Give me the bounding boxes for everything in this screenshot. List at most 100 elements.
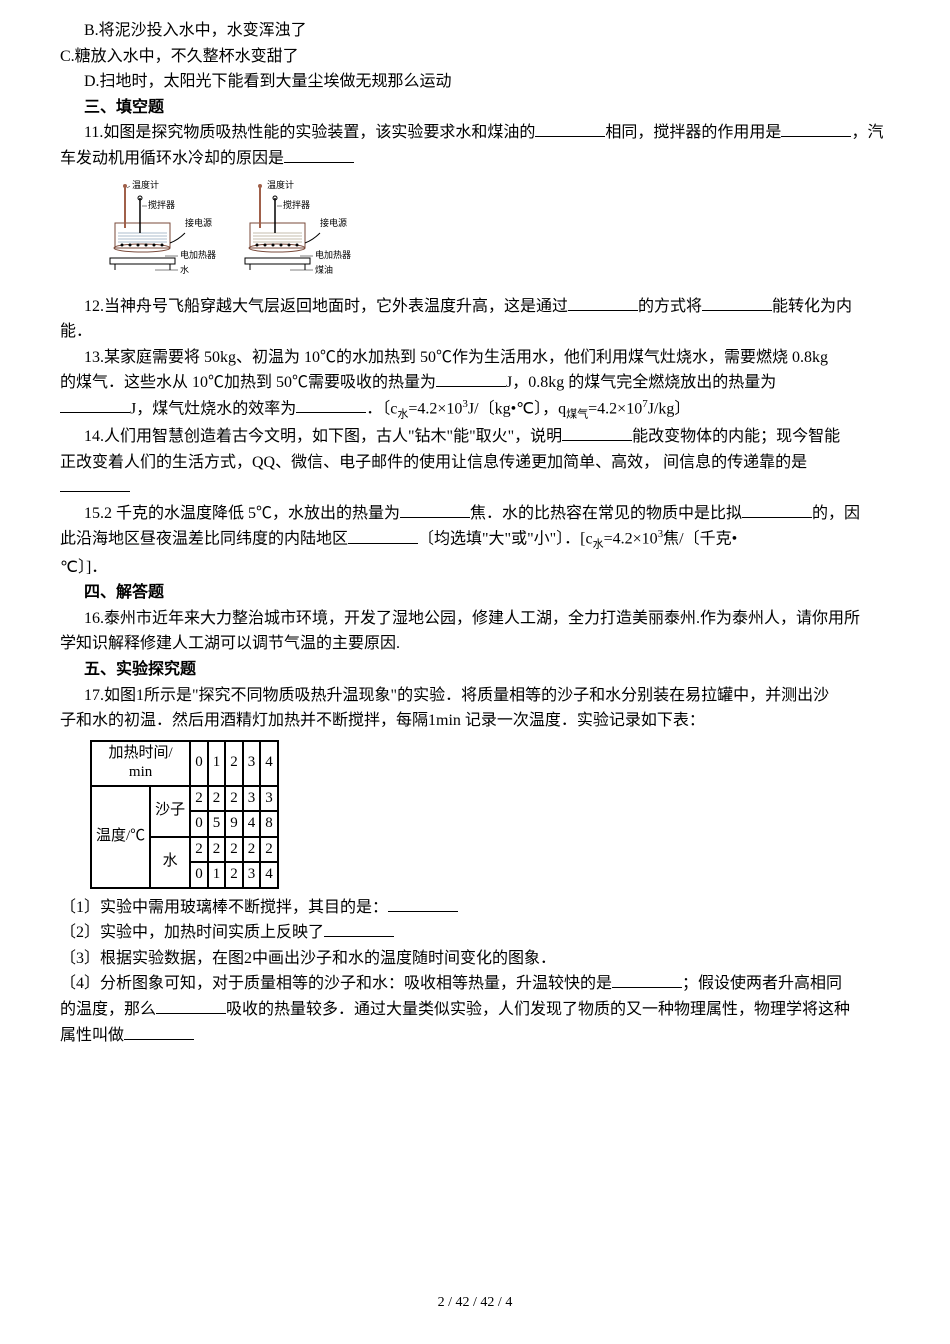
sub-q4-text-b: ；假设使两者升高相同 <box>682 975 842 992</box>
q17-line2: 子和水的初温．然后用酒精灯加热并不断搅拌，每隔1min 记录一次温度．实验记录如… <box>60 708 890 734</box>
label-thermometer: 温度计 <box>132 179 159 190</box>
q17-line1: 17.如图1所示是"探究不同物质吸热升温现象"的实验．将质量相等的沙子和水分别装… <box>60 683 890 709</box>
sub-q2-text: 〔2〕实验中，加热时间实质上反映了 <box>60 924 324 941</box>
table-cell: 3 <box>243 786 261 812</box>
label-thermometer-r: 温度计 <box>267 179 294 190</box>
q13-text-e: ．〔c <box>366 400 397 417</box>
q15-text-a: 15.2 千克的水温度降低 5℃，水放出的热量为 <box>84 505 400 522</box>
q15-line1: 15.2 千克的水温度降低 5℃，水放出的热量为 焦．水的比热容在常见的物质中是比… <box>60 501 890 527</box>
blank <box>702 295 772 311</box>
q14-line1: 14.人们用智慧创造着古今文明，如下图，古人"钻木"能"取火"，说明能改变物体的… <box>60 424 890 450</box>
q13-text-h: =4.2×10 <box>588 400 642 417</box>
table-cell: 2 <box>208 837 226 863</box>
sub-q4-line1: 〔4〕分析图象可知，对于质量相等的沙子和水：吸收相等热量，升温较快的是；假设使两… <box>60 971 890 997</box>
sub-q2: 〔2〕实验中，加热时间实质上反映了 <box>60 920 890 946</box>
q15-text-f: =4.2×10 <box>604 531 658 548</box>
q13-text-d: J，煤气灶烧水的效率为 <box>130 400 296 417</box>
label-heater: 电加热器 <box>180 249 216 260</box>
label-power-r: 接电源 <box>320 217 347 228</box>
q15-text-e: 〔均选填"大"或"小"〕．[c <box>418 531 593 548</box>
blank <box>124 1024 194 1040</box>
sub-q3: 〔3〕根据实验数据，在图2中画出沙子和水的温度随时间变化的图象． <box>60 946 890 972</box>
label-heater-r: 电加热器 <box>315 249 351 260</box>
table-cell: 水 <box>150 837 190 888</box>
table-cell: 2 <box>225 837 243 863</box>
q14-line2: 正改变着人们的生活方式，QQ、微信、电子邮件的使用让信息传递更加简单、高效， 间… <box>60 450 890 476</box>
table-cell: 0 <box>190 741 208 786</box>
table-cell: 2 <box>190 837 208 863</box>
sub-gas: 煤气 <box>566 408 588 420</box>
header-min: min <box>129 764 152 780</box>
q16-line1: 16.泰州市近年来大力整治城市环境，开发了湿地公园，修建人工湖，全力打造美丽泰州… <box>60 606 890 632</box>
q14-line3 <box>60 475 890 501</box>
q13-text-i: J/kg〕 <box>648 400 691 417</box>
blank <box>296 397 366 413</box>
table-cell: 3 <box>243 741 261 786</box>
table-cell: 0 <box>190 862 208 888</box>
sub-water: 水 <box>397 408 408 420</box>
table-cell: 4 <box>260 862 278 888</box>
q15-text-b: 焦．水的比热容在常见的物质中是比拟 <box>470 505 742 522</box>
blank <box>535 121 605 137</box>
section-3-title: 三、填空题 <box>60 95 890 121</box>
q15-text-c: 的，因 <box>812 505 860 522</box>
option-d: D.扫地时，太阳光下能看到大量尘埃做无规那么运动 <box>60 69 890 95</box>
q15-line3: ℃〕]． <box>60 555 890 581</box>
blank <box>348 528 418 544</box>
table-cell: 8 <box>260 811 278 837</box>
q11-text-d: 车发动机用循环水冷却的原因是 <box>60 150 284 167</box>
blank <box>60 397 130 413</box>
blank <box>781 121 851 137</box>
blank <box>60 476 130 492</box>
sub-q4-text-d: 吸收的热量较多．通过大量类似实验，人们发现了物质的又一种物理属性，物理学将这种 <box>226 1001 850 1018</box>
table-cell: 2 <box>225 862 243 888</box>
table-cell: 加热时间/ min <box>91 741 190 786</box>
table-cell: 2 <box>243 837 261 863</box>
q15-text-d: 此沿海地区昼夜温差比同纬度的内陆地区 <box>60 531 348 548</box>
table-cell: 4 <box>260 741 278 786</box>
q15-text-g: 焦/〔千克• <box>663 531 737 548</box>
table-cell: 3 <box>243 862 261 888</box>
label-power: 接电源 <box>185 217 212 228</box>
table-row: 温度/℃ 沙子 2 2 2 3 3 <box>91 786 278 812</box>
label-stirrer-r: 搅拌器 <box>283 199 310 210</box>
label-stirrer: 搅拌器 <box>148 199 175 210</box>
table-cell: 9 <box>225 811 243 837</box>
q13-text-g: J/〔kg•℃〕，q <box>468 400 566 417</box>
blank <box>568 295 638 311</box>
blank <box>156 998 226 1014</box>
blank <box>742 502 812 518</box>
sub-q1: 〔1〕实验中需用玻璃棒不断搅拌，其目的是： <box>60 895 890 921</box>
q12-text-c: 能转化为内 <box>772 298 852 315</box>
sub-water-2: 水 <box>593 539 604 551</box>
sub-q4-line2: 的温度，那么 吸收的热量较多．通过大量类似实验，人们发现了物质的又一种物理属性，物… <box>60 997 890 1023</box>
q11-text-a: 11.如图是探究物质吸热性能的实验装置，该实验要求水和煤油的 <box>84 124 535 141</box>
q11-text-b: 相同，搅拌器的作用用是 <box>605 124 781 141</box>
blank <box>400 502 470 518</box>
table-cell: 5 <box>208 811 226 837</box>
q13-text-b: 的煤气．这些水从 10℃加热到 50℃需要吸收的热量为 <box>60 374 436 391</box>
table-cell: 4 <box>243 811 261 837</box>
page-footer: 2 / 42 / 42 / 4 <box>0 1292 950 1314</box>
option-b: B.将泥沙投入水中，水变浑浊了 <box>60 18 890 44</box>
section-4-title: 四、解答题 <box>60 580 890 606</box>
blank <box>612 972 682 988</box>
option-c: C.糖放入水中，不久整杯水变甜了 <box>60 44 890 70</box>
q12-line2: 能． <box>60 319 890 345</box>
q13-line1: 13.某家庭需要将 50kg、初温为 10℃的水加热到 50℃作为生活用水，他们… <box>60 345 890 371</box>
sub-q4-text-e: 属性叫做 <box>60 1027 124 1044</box>
table-cell: 2 <box>190 786 208 812</box>
q11-line1: 11.如图是探究物质吸热性能的实验装置，该实验要求水和煤油的 相同，搅拌器的作用用… <box>60 120 890 146</box>
label-oil: 煤油 <box>315 264 333 275</box>
q15-line2: 此沿海地区昼夜温差比同纬度的内陆地区 〔均选填"大"或"小"〕．[c水=4.2×1… <box>60 526 890 554</box>
experiment-diagram: 温度计 搅拌器 接电源 电加热器 水 温度计 搅拌器 接电源 电加热器 煤油 <box>100 178 380 288</box>
sub-q4-text-c: 的温度，那么 <box>60 1001 156 1018</box>
section-5-title: 五、实验探究题 <box>60 657 890 683</box>
blank <box>284 147 354 163</box>
table-cell: 1 <box>208 741 226 786</box>
data-table: 加热时间/ min 0 1 2 3 4 温度/℃ 沙子 2 2 2 3 3 0 … <box>90 740 890 889</box>
table-cell: 2 <box>225 786 243 812</box>
q13-line2: 的煤气．这些水从 10℃加热到 50℃需要吸收的热量为J，0.8kg 的煤气完全… <box>60 370 890 396</box>
table-cell: 2 <box>260 837 278 863</box>
q14-text-a: 14.人们用智慧创造着古今文明，如下图，古人"钻木"能"取火"，说明 <box>84 428 562 445</box>
